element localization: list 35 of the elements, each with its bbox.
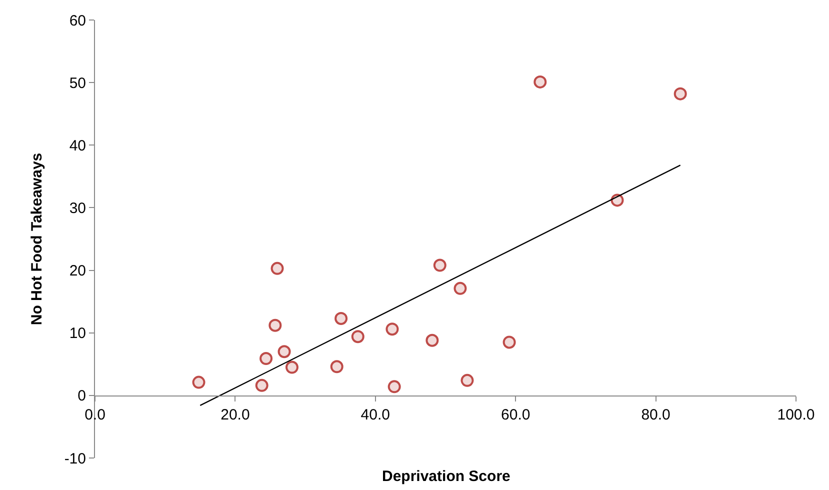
point xyxy=(386,322,399,336)
x-tick-label: 40.0 xyxy=(360,406,390,424)
y-tick-label: -10 xyxy=(64,450,86,468)
point xyxy=(255,378,268,392)
x-tick-label: 0.0 xyxy=(84,406,106,424)
point xyxy=(460,374,474,387)
point xyxy=(192,376,206,389)
point xyxy=(351,330,364,344)
y-tick-label: 50 xyxy=(69,74,86,92)
point xyxy=(268,318,282,332)
point xyxy=(330,360,344,374)
point xyxy=(334,312,348,325)
point xyxy=(534,75,547,88)
x-tick-label: 80.0 xyxy=(641,406,670,424)
point xyxy=(260,352,273,366)
point xyxy=(426,334,439,347)
y-tick-label: 40 xyxy=(69,137,86,154)
y-tick-label: 30 xyxy=(69,200,86,217)
x-tick-label: 100.0 xyxy=(777,406,815,424)
x-tick-label: 20.0 xyxy=(220,406,250,424)
y-tick-label: 0 xyxy=(78,388,86,405)
y-tick-label: 60 xyxy=(69,12,86,30)
y-tick-label: 20 xyxy=(69,262,86,280)
point xyxy=(388,380,401,394)
point xyxy=(278,345,291,358)
point xyxy=(502,336,516,349)
point xyxy=(454,282,467,295)
point xyxy=(270,262,284,275)
x-axis-title: Deprivation Score xyxy=(382,468,510,485)
point xyxy=(674,87,687,100)
y-tick-label: 10 xyxy=(69,325,86,342)
point xyxy=(285,360,298,374)
x-tick-label: 60.0 xyxy=(501,406,530,424)
y-axis-title: No Hot Food Takeaways xyxy=(28,152,46,326)
point xyxy=(433,258,446,272)
